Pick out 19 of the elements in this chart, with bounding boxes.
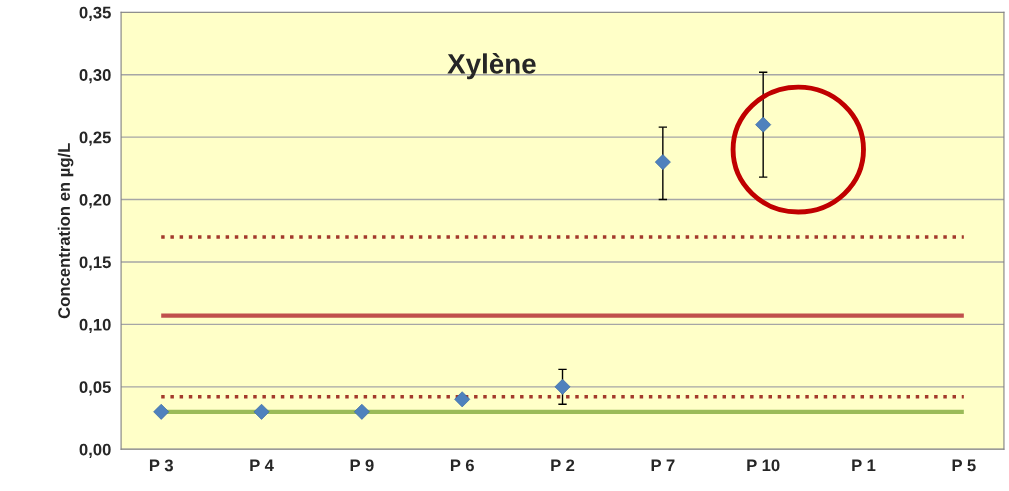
y-tick-label: 0,25 [79, 131, 111, 146]
y-tick-label: 0,05 [79, 381, 111, 396]
x-tick-label: P 6 [450, 459, 474, 472]
x-tick-label: P 5 [952, 459, 976, 472]
x-tick-label: P 1 [852, 459, 876, 472]
y-tick-label: 0,35 [79, 6, 111, 21]
y-tick-label: 0,30 [79, 69, 111, 84]
y-tick-label: 0,20 [79, 193, 111, 209]
x-tick-label: P 3 [149, 459, 173, 472]
x-tick-label: P 9 [350, 459, 374, 472]
x-tick-label: P 4 [250, 459, 274, 472]
y-tick-label: 0,10 [79, 318, 111, 334]
y-axis-title: Concentration en µg/L [57, 143, 74, 319]
y-tick-label: 0,15 [79, 256, 111, 271]
x-tick-label: P 2 [551, 459, 575, 472]
x-tick-label: P 10 [747, 459, 780, 472]
text: Xylène [447, 53, 536, 80]
x-tick-label: P 7 [651, 459, 675, 472]
y-tick-label: 0,00 [79, 443, 111, 458]
